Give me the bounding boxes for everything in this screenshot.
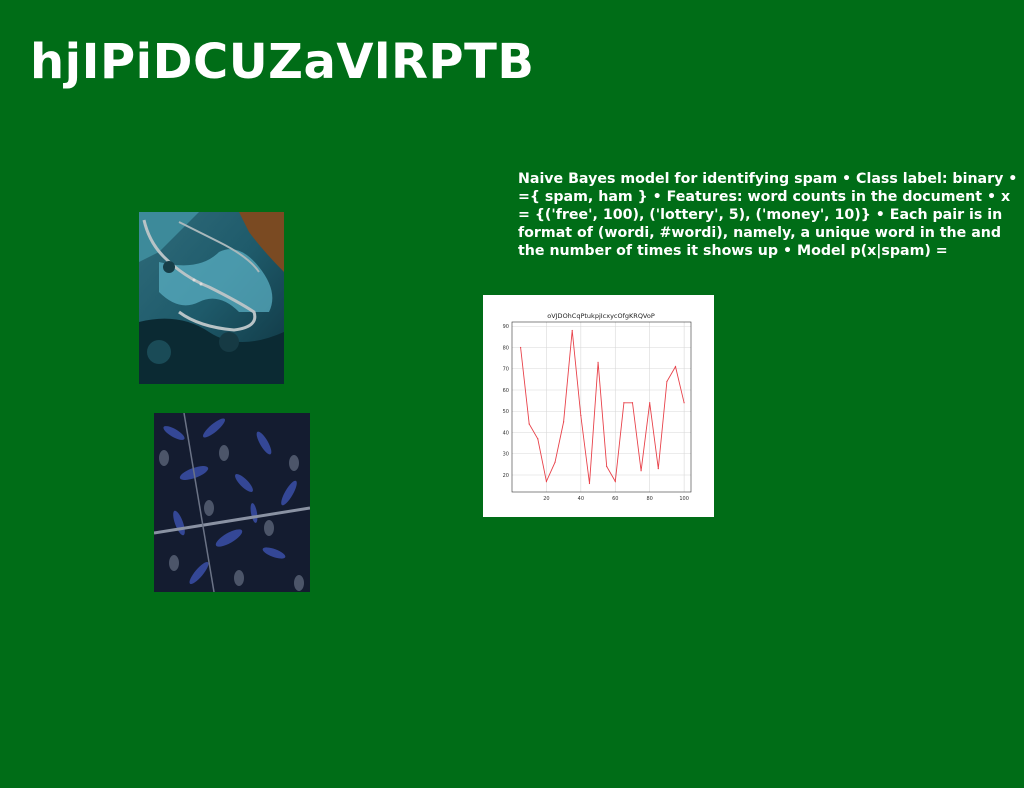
data-point [640, 470, 642, 472]
y-tick-label: 70 [503, 367, 509, 373]
blue-leaves-photo [154, 413, 310, 592]
data-point [657, 468, 659, 470]
data-point [597, 361, 599, 363]
y-tick-label: 20 [503, 473, 509, 479]
series-line [520, 330, 685, 484]
data-point [649, 402, 651, 404]
data-point [580, 414, 582, 417]
data-point [606, 465, 608, 468]
line-chart: oVJDOhCqPtukpjIcxycOfgKRQVoP 20 40 60 80 100… [483, 295, 714, 517]
data-point [520, 346, 522, 349]
slide-body-text: Naive Bayes model for identifying spam •… [518, 171, 1018, 259]
y-tick-label: 60 [503, 388, 509, 394]
x-tick-label: 100 [679, 496, 689, 502]
data-point [683, 402, 685, 404]
data-point [623, 402, 625, 404]
data-point [614, 480, 616, 482]
y-tick-label: 30 [503, 452, 509, 458]
data-point [571, 329, 573, 332]
y-tick-label: 50 [503, 409, 509, 415]
data-point [588, 482, 591, 485]
x-tick-label: 60 [612, 496, 618, 502]
y-tick-label: 90 [503, 324, 509, 330]
y-tick-label: 80 [503, 345, 509, 351]
x-tick-label: 40 [578, 496, 584, 502]
y-tick-label: 40 [503, 430, 509, 436]
slide-title: hjIPiDCUZaVlRPTB [30, 34, 535, 90]
mountain-road-photo [139, 212, 284, 384]
data-point [528, 423, 530, 425]
data-point [545, 480, 548, 482]
x-tick-label: 20 [543, 496, 549, 502]
data-point [674, 366, 677, 368]
data-point [563, 421, 565, 423]
chart-title: oVJDOhCqPtukpjIcxycOfgKRQVoP [547, 312, 655, 320]
data-point [554, 461, 556, 463]
data-point [631, 402, 634, 404]
plot-area-frame [511, 321, 692, 493]
data-point [666, 380, 668, 383]
data-point [537, 438, 539, 440]
x-tick-label: 80 [647, 496, 653, 502]
